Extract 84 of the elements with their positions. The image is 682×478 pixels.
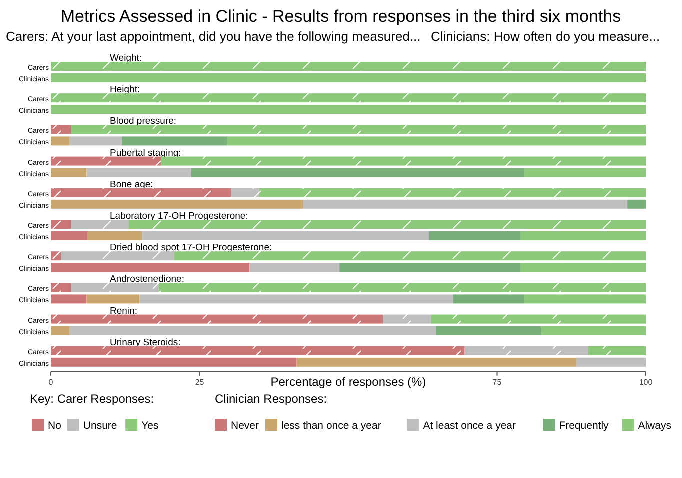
bar [51, 294, 87, 304]
bar [576, 358, 646, 367]
x-tick-label: 0 [48, 378, 54, 387]
bar [161, 156, 646, 166]
bar [51, 220, 72, 229]
x-tick-label: 75 [492, 378, 502, 387]
bar [51, 136, 70, 146]
bar [628, 200, 646, 209]
bar [51, 232, 88, 240]
legend-label: Never [231, 420, 260, 432]
bar [436, 326, 542, 336]
legend-label: Always [638, 420, 672, 432]
legend-label: Yes [142, 420, 159, 432]
bar [51, 314, 384, 324]
bar [51, 188, 232, 198]
legend-label: less than once a year [282, 420, 382, 432]
bar [86, 294, 140, 304]
bar [231, 188, 260, 198]
bar [51, 346, 465, 356]
bar [383, 314, 432, 324]
bar [69, 136, 122, 146]
bar [158, 283, 646, 292]
annotation: Height: [110, 84, 140, 96]
annotation: Weight: [110, 53, 142, 64]
bar [51, 252, 62, 261]
bar [588, 346, 646, 356]
bar [140, 294, 454, 304]
text: Clinicians: How often do you measure... [431, 29, 660, 44]
bar [524, 168, 646, 178]
bar [88, 232, 142, 240]
bar [69, 326, 436, 336]
bar [71, 125, 646, 134]
bar [71, 220, 129, 229]
chart-title: Metrics Assessed in Clinic - Results from responses in the third six months [60, 7, 622, 26]
annotation: Laboratory 17-OH Progesterone: [110, 211, 248, 222]
bar [128, 220, 646, 229]
chart-subtitle: Carers: At your last appointment, did you have the following measured... [6, 29, 421, 44]
bar [51, 74, 646, 82]
bar [51, 156, 162, 166]
annotation: Blood pressure: [110, 116, 177, 128]
bar [524, 294, 646, 304]
legend-label: No [48, 420, 62, 432]
annotation: Urinary Steroids: [110, 337, 181, 348]
bar [86, 168, 192, 178]
bar [61, 252, 174, 261]
bar [464, 346, 588, 356]
legend-label: Frequently [559, 420, 610, 432]
bar [51, 200, 304, 209]
bar [541, 326, 646, 336]
bar [51, 168, 87, 178]
bar [51, 105, 646, 114]
bar [520, 232, 646, 240]
bar [520, 263, 646, 272]
x-tick-label: 25 [195, 378, 205, 387]
bar [71, 283, 159, 292]
bar [51, 62, 646, 71]
annotation: Androstenedione: [110, 274, 184, 286]
bar [51, 94, 646, 103]
bar [296, 358, 576, 367]
bar [174, 252, 646, 261]
bar [51, 326, 70, 336]
bar [142, 232, 430, 240]
bar [259, 188, 646, 198]
bar [51, 283, 72, 292]
x-tick-label: 100 [639, 378, 654, 387]
bar [227, 136, 646, 146]
bar [250, 263, 340, 272]
annotation: Dried blood spot 17-OH Progesterone: [110, 242, 272, 254]
bar [122, 136, 228, 146]
text: Clinician Responses: [215, 392, 328, 406]
bar [51, 263, 250, 272]
bar [51, 125, 72, 134]
bar [51, 358, 297, 367]
bar [340, 263, 520, 272]
legend-label: Unsure [83, 420, 118, 432]
bar [303, 200, 628, 209]
x-axis-title: Percentage of responses (%) [270, 374, 426, 389]
bar [431, 314, 646, 324]
bar [429, 232, 520, 240]
legend-title: Key: Carer Responses: [30, 392, 154, 406]
bar [191, 168, 524, 178]
annotation: Renin: [110, 306, 138, 317]
legend-label: At least once a year [423, 420, 517, 432]
bar [453, 294, 524, 304]
